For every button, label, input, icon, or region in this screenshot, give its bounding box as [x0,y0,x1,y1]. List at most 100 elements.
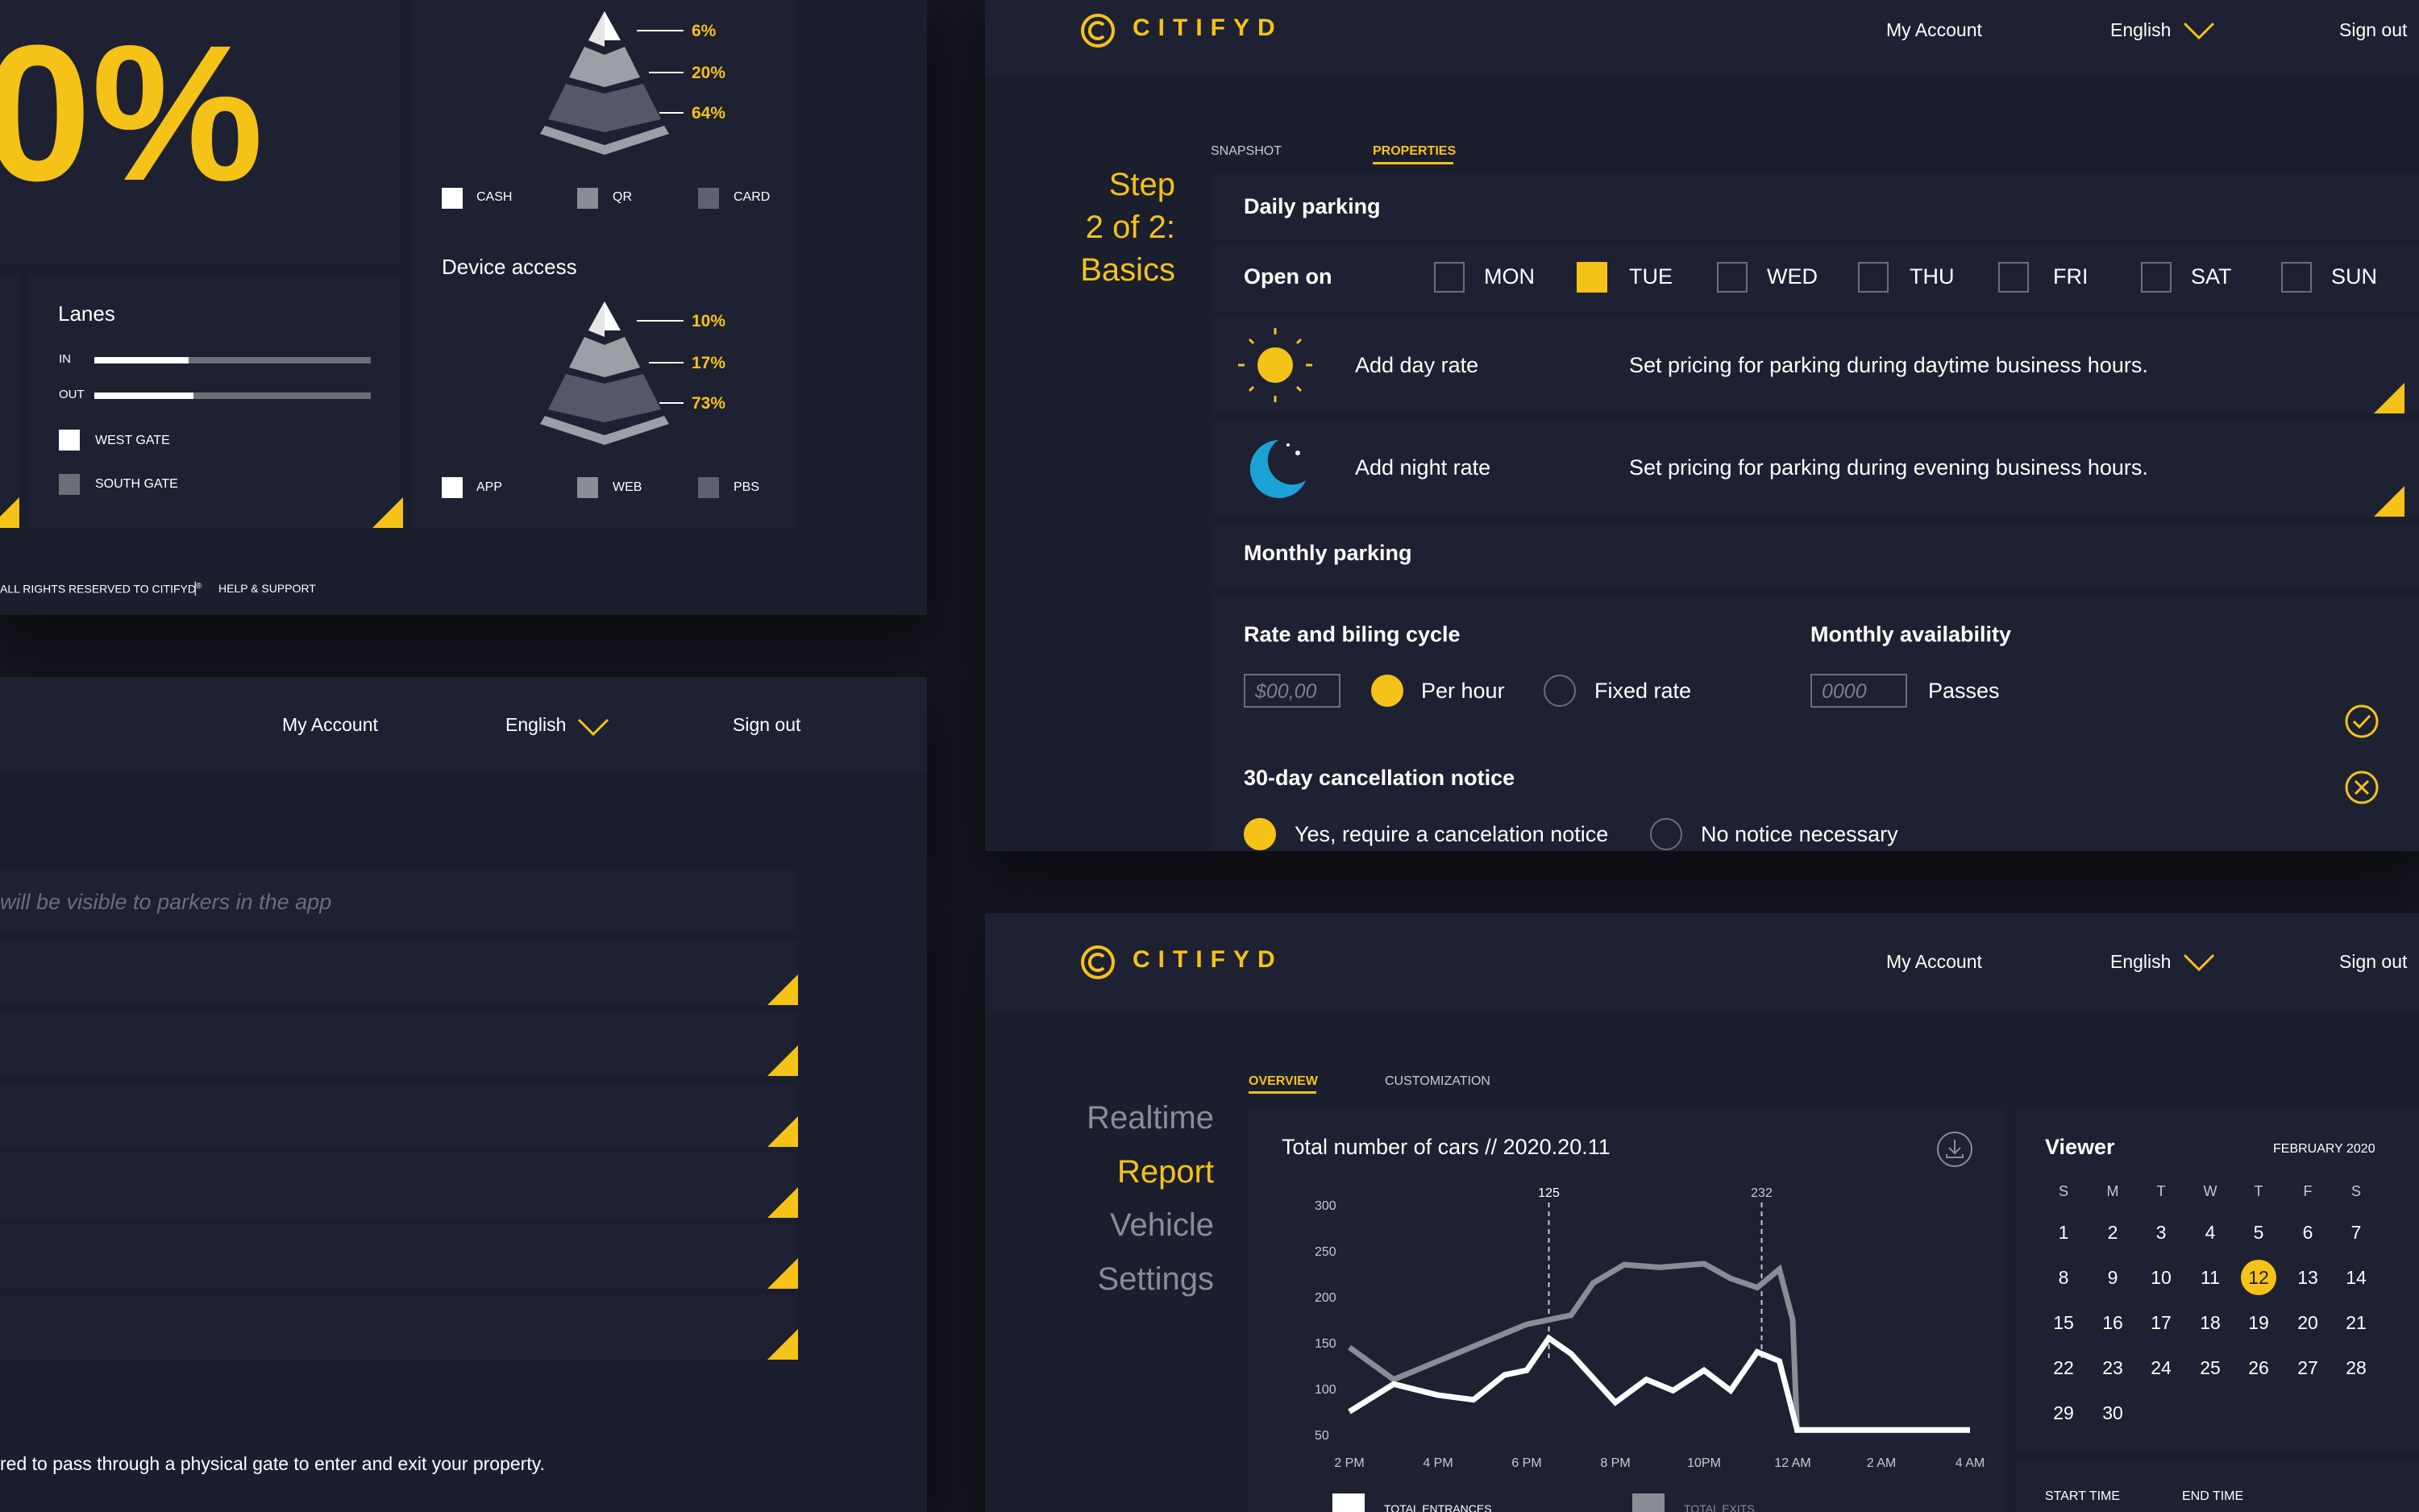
cancel-close-icon[interactable] [2344,770,2380,805]
calendar-day[interactable]: 13 [2297,1267,2318,1288]
day-checkbox-thu[interactable] [1858,262,1889,293]
calendar-day[interactable]: 7 [2350,1222,2362,1243]
lanes-card [29,274,401,528]
expand-corner-tab[interactable] [2374,383,2404,413]
my-account-link[interactable]: My Account [1886,19,1982,40]
visibility-field[interactable] [0,870,798,933]
calendar-day[interactable]: 27 [2297,1357,2318,1378]
passes-label: Passes [1928,679,2000,703]
calendar-day[interactable]: 3 [2155,1222,2167,1243]
chevron-down-icon[interactable] [577,717,609,737]
calendar-day[interactable]: 6 [2302,1222,2313,1243]
legend-swatch-south-gate [59,474,80,495]
sign-out-link[interactable]: Sign out [2339,19,2408,40]
cancel-yes-radio[interactable] [1244,818,1276,850]
calendar-day[interactable]: 24 [2151,1357,2172,1378]
corner-tab[interactable] [372,497,403,528]
menu-report[interactable]: Report [1116,1154,1214,1190]
day-checkbox-fri[interactable] [1998,262,2029,293]
start-time-label: START TIME [2045,1489,2121,1503]
form-row-1[interactable] [0,941,798,1005]
calendar-day[interactable]: 4 [2205,1222,2216,1243]
download-icon[interactable] [1935,1130,1974,1169]
expand-corner-tab[interactable] [2374,486,2404,517]
expand-corner-tab[interactable] [767,974,798,1005]
calendar-day[interactable]: 16 [2102,1312,2123,1333]
calendar-day[interactable]: 18 [2200,1312,2221,1333]
tab-snapshot[interactable]: SNAPSHOT [1211,144,1282,158]
chevron-down-icon[interactable] [2183,21,2215,40]
sign-out-link[interactable]: Sign out [2339,951,2408,972]
corner-tab[interactable] [0,497,19,528]
calendar-day[interactable]: 23 [2102,1357,2123,1378]
my-account-link[interactable]: My Account [282,714,378,735]
footer-rights: ALL RIGHTS RESERVED TO CITIFYD® [0,582,202,596]
passes-input[interactable]: 0000 [1810,674,1907,708]
calendar-weekday: T [2254,1183,2263,1199]
x-tick-label: 2 PM [1334,1456,1364,1470]
rate-cycle-title: Rate and biling cycle [1244,622,1461,646]
confirm-check-icon[interactable] [2344,704,2380,739]
form-row-4[interactable] [0,1153,798,1218]
calendar-day[interactable]: 22 [2053,1357,2074,1378]
calendar-day[interactable]: 17 [2151,1312,2172,1333]
form-row-3[interactable] [0,1082,798,1147]
day-checkbox-wed[interactable] [1717,262,1748,293]
payment-level-2: 20% [692,64,726,82]
calendar-day[interactable]: 21 [2346,1312,2367,1333]
calendar-day[interactable]: 2 [2107,1222,2118,1243]
day-checkbox-mon[interactable] [1434,262,1465,293]
calendar-day[interactable]: 26 [2248,1357,2269,1378]
help-support-link[interactable]: HELP & SUPPORT [218,582,316,595]
calendar-day[interactable]: 25 [2200,1357,2221,1378]
expand-corner-tab[interactable] [767,1329,798,1360]
day-rate-row[interactable] [1211,317,2419,413]
calendar-day[interactable]: 9 [2107,1267,2118,1288]
night-rate-row[interactable] [1211,420,2419,517]
calendar-day[interactable]: 28 [2346,1357,2367,1378]
cancel-no-radio[interactable] [1650,818,1682,850]
language-select[interactable]: English [2110,19,2172,40]
expand-corner-tab[interactable] [767,1187,798,1218]
calendar-day[interactable]: 15 [2053,1312,2074,1333]
day-checkbox-sat[interactable] [2141,262,2172,293]
expand-corner-tab[interactable] [767,1258,798,1289]
tab-overview[interactable]: OVERVIEW [1249,1074,1318,1088]
calendar-day-selected[interactable]: 12 [2241,1260,2276,1295]
calendar-day[interactable]: 29 [2053,1402,2074,1423]
sign-out-link[interactable]: Sign out [733,714,801,735]
menu-realtime[interactable]: Realtime [1087,1100,1214,1136]
day-checkbox-sun[interactable] [2281,262,2312,293]
form-row-5[interactable] [0,1224,798,1289]
calendar-day[interactable]: 20 [2297,1312,2318,1333]
calendar-day[interactable]: 11 [2201,1267,2220,1288]
header-bar [985,913,2419,1010]
calendar-day[interactable]: 14 [2346,1267,2367,1288]
per-hour-radio[interactable] [1371,675,1403,707]
calendar-day[interactable]: 30 [2102,1402,2123,1423]
day-checkbox-tue[interactable] [1577,262,1607,293]
chevron-down-icon[interactable] [2183,953,2215,972]
tab-properties[interactable]: PROPERTIES [1373,144,1457,158]
language-select[interactable]: English [505,714,567,735]
calendar-day[interactable]: 10 [2151,1267,2172,1288]
rate-amount-input[interactable]: $00,00 [1244,674,1340,708]
calendar-day[interactable]: 1 [2058,1222,2069,1243]
calendar-day[interactable]: 5 [2253,1222,2264,1243]
tab-customization[interactable]: CUSTOMIZATION [1385,1074,1490,1088]
day-label-thu: THU [1910,264,1955,289]
fixed-rate-radio[interactable] [1544,675,1576,707]
my-account-link[interactable]: My Account [1886,951,1982,972]
menu-vehicle[interactable]: Vehicle [1110,1207,1214,1243]
calendar-day[interactable]: 8 [2058,1267,2069,1288]
expand-corner-tab[interactable] [767,1045,798,1076]
calendar-day[interactable]: 19 [2248,1312,2269,1333]
expand-corner-tab[interactable] [767,1116,798,1147]
form-row-2[interactable] [0,1011,798,1076]
menu-settings[interactable]: Settings [1097,1261,1214,1297]
legend-swatch-app [442,477,463,498]
payment-level-3: 64% [692,104,726,123]
language-select[interactable]: English [2110,951,2172,972]
device-level-3: 73% [692,394,726,413]
form-row-6[interactable] [0,1295,798,1360]
